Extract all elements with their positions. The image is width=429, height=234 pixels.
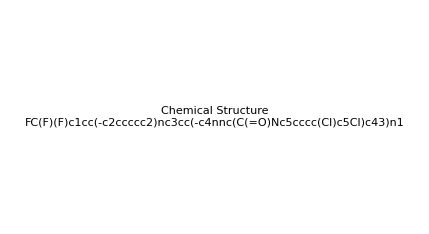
Text: Chemical Structure
FC(F)(F)c1cc(-c2ccccc2)nc3cc(-c4nnc(C(=O)Nc5cccc(Cl)c5Cl)c43): Chemical Structure FC(F)(F)c1cc(-c2ccccc…	[24, 106, 405, 128]
